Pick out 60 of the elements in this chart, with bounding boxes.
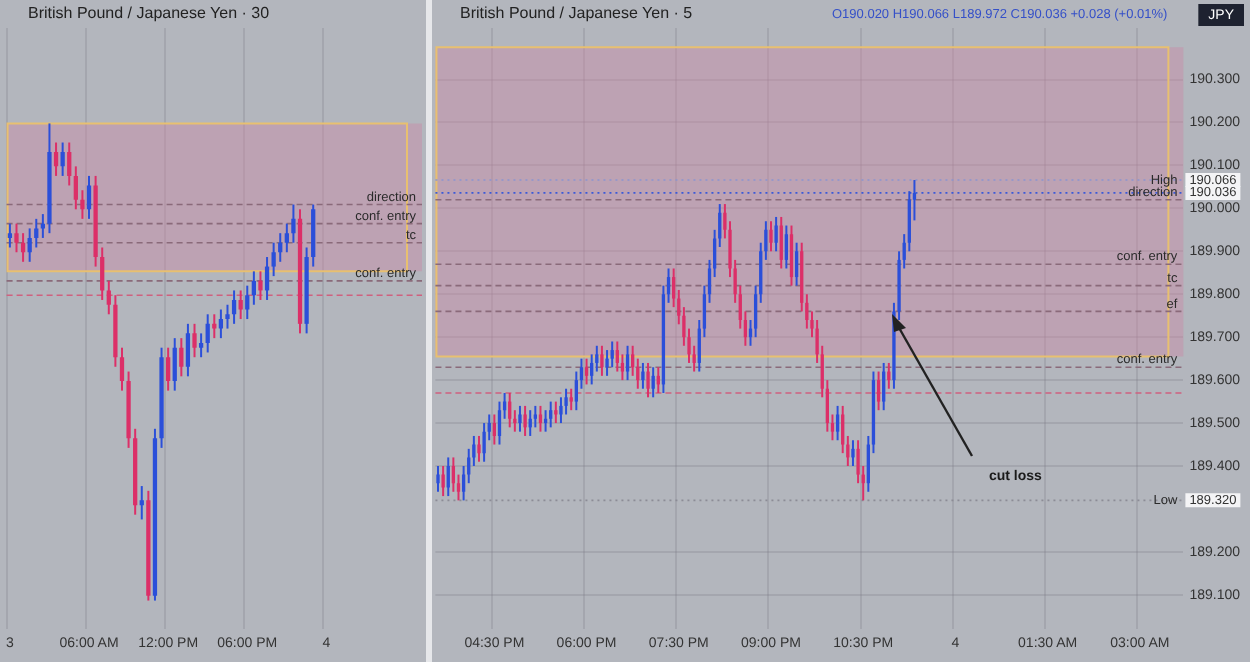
candlestick <box>179 337 184 378</box>
candlestick <box>876 370 881 412</box>
candlestick <box>769 220 773 253</box>
candlestick <box>7 222 13 249</box>
candlestick <box>441 465 445 498</box>
candlestick <box>882 361 886 412</box>
candlestick <box>166 346 171 392</box>
candlestick <box>231 289 237 325</box>
candlestick <box>212 313 217 340</box>
candlestick <box>60 141 65 177</box>
candlestick <box>73 165 78 211</box>
candlestick <box>564 387 568 416</box>
candlestick <box>238 289 243 321</box>
candlestick <box>67 141 72 187</box>
candlestick <box>646 361 650 399</box>
candlestick <box>584 357 589 386</box>
candlestick <box>651 366 655 399</box>
candlestick <box>14 222 19 254</box>
chart-title: British Pound / Japanese Yen · 5 <box>460 4 694 23</box>
candlestick <box>258 270 263 301</box>
candlestick <box>251 270 256 306</box>
candlestick <box>538 404 543 433</box>
candlestick <box>53 141 59 177</box>
candlestick <box>784 224 789 270</box>
candlestick <box>264 256 270 301</box>
candlestick <box>218 308 224 340</box>
candlestick <box>27 227 32 263</box>
candlestick <box>172 337 177 392</box>
candlestick <box>600 344 604 377</box>
candlestick <box>641 361 645 390</box>
candlestick <box>569 387 573 412</box>
candlestick <box>774 215 778 253</box>
candlestick <box>482 422 486 463</box>
candlestick <box>205 313 210 354</box>
candlestick <box>477 434 481 463</box>
candlestick <box>436 465 440 493</box>
candlestick <box>497 400 502 446</box>
candlestick <box>789 224 794 287</box>
chart-title: British Pound / Japanese Yen · 30 <box>28 4 271 23</box>
candlestick <box>851 439 855 468</box>
candlestick <box>615 340 619 373</box>
candlestick <box>86 174 92 220</box>
candlestick <box>492 413 497 446</box>
candlestick <box>192 322 197 359</box>
candlestick <box>533 404 537 429</box>
candlestick <box>549 400 553 429</box>
candlestick <box>835 404 840 442</box>
candlestick <box>610 340 614 369</box>
candlestick <box>198 332 204 359</box>
candlestick <box>625 344 630 382</box>
candlestick <box>523 404 527 437</box>
candlestick <box>139 485 144 521</box>
candlestick <box>245 284 250 321</box>
candlestick <box>185 322 191 378</box>
candlestick <box>559 396 563 425</box>
candlestick <box>794 241 799 287</box>
candlestick <box>605 349 609 377</box>
candlestick <box>518 404 522 433</box>
candlestick <box>291 203 296 244</box>
candlestick <box>590 353 594 386</box>
